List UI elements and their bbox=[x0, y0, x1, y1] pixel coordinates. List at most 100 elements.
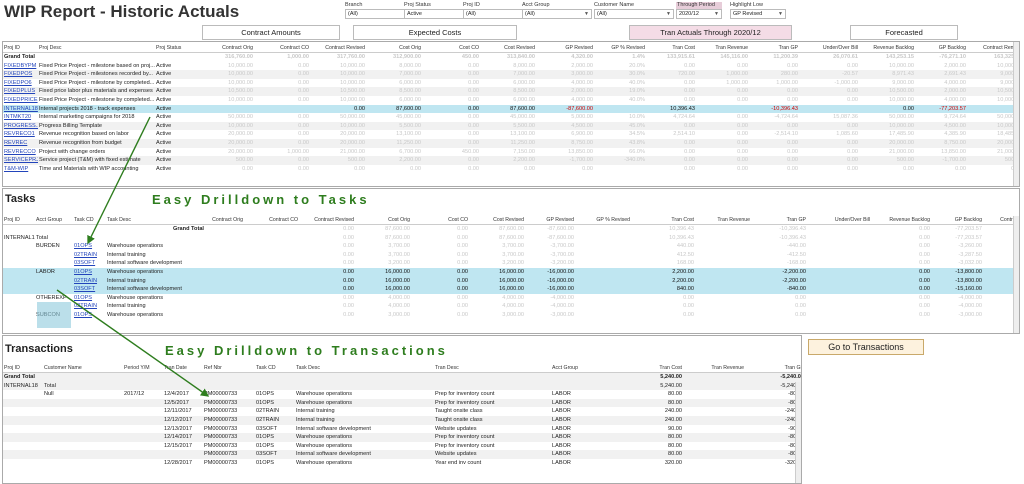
cell: 10,000.00 bbox=[228, 79, 253, 86]
proj-id-cell[interactable]: REVRECCO bbox=[4, 148, 36, 155]
cell: -16,000.00 bbox=[547, 277, 574, 284]
task-cd-cell[interactable]: 02TRAIN bbox=[74, 251, 98, 258]
cell: GP Revised bbox=[546, 217, 574, 223]
transactions-heading: Transactions bbox=[5, 343, 73, 355]
projects-panel: Proj ID Proj Desc Proj Status Contract Orig… bbox=[2, 41, 1020, 187]
project-row: REVREC Revenue recognition from budget Act… bbox=[3, 138, 1019, 148]
task-cd-cell[interactable]: 01OPS bbox=[74, 294, 93, 301]
cell: GP % Revised bbox=[596, 217, 630, 223]
cell: PM00000733 bbox=[204, 408, 238, 415]
cell: 0.00 bbox=[298, 62, 309, 69]
cell: 66.0% bbox=[629, 148, 645, 155]
cell: 8,500.00 bbox=[513, 88, 535, 95]
cell: 0.00 bbox=[737, 114, 748, 121]
cell: -10,396.43 bbox=[779, 234, 806, 241]
cell: 50,000.00 bbox=[340, 114, 365, 121]
proj-id-cell[interactable]: FIXEDPRICE bbox=[4, 96, 38, 103]
tasks-scrollbar[interactable] bbox=[1013, 216, 1019, 333]
cell: 0.00 bbox=[737, 88, 748, 95]
cell: Taught onsite class bbox=[435, 408, 483, 415]
cell: 0.00 bbox=[298, 139, 309, 146]
task-cd-cell[interactable]: 01OPS bbox=[74, 243, 93, 250]
tasks-header-row: Proj ID Acct Group Task CD Task Desc Contrac… bbox=[3, 216, 1019, 225]
cell: -90.00 bbox=[745, 425, 801, 434]
transactions-scrollbar[interactable] bbox=[795, 382, 801, 483]
transactions-header-row: Proj ID Customer Name Period Y/M Tran Date R… bbox=[3, 364, 801, 373]
cell: 0.00 bbox=[298, 79, 309, 86]
transaction-row: 12/5/2017 PM00000733 01OPS Warehouse operat… bbox=[3, 398, 801, 408]
cell: 10,000.00 bbox=[889, 122, 914, 129]
cell: 7,000.00 bbox=[399, 71, 421, 78]
cell: 7,000.00 bbox=[513, 71, 535, 78]
cell: 13,850.00 bbox=[941, 148, 966, 155]
cell: 20,000.00 bbox=[340, 131, 365, 138]
cell: Acct Group bbox=[552, 365, 578, 371]
projects-table: Proj ID Proj Desc Proj Status Contract Orig… bbox=[3, 44, 1019, 173]
cell: 21,000.00 bbox=[340, 148, 365, 155]
cell: 0.00 bbox=[787, 122, 798, 129]
cell: 20,000.00 bbox=[228, 148, 253, 155]
cell: 3,000.00 bbox=[571, 71, 593, 78]
proj-id-cell[interactable]: REVREC bbox=[4, 139, 28, 146]
cell: -77,203.57 bbox=[955, 226, 982, 232]
cell: 6,000.00 bbox=[513, 79, 535, 86]
cell: 0.00 bbox=[684, 139, 695, 146]
filter-dropdown[interactable]: (All)▼ bbox=[522, 9, 592, 19]
cell: Tran Revenue bbox=[715, 45, 748, 51]
cell: 2017/12 bbox=[124, 391, 145, 398]
cell: 145,116.00 bbox=[720, 54, 748, 60]
cell: -3,700.00 bbox=[550, 251, 574, 258]
cell: 40.0% bbox=[629, 79, 645, 86]
task-cd-cell[interactable]: 03SOFT bbox=[74, 260, 96, 267]
cell: Prep for inventory count bbox=[435, 391, 495, 398]
task-cd-cell[interactable]: 01OPS bbox=[74, 311, 93, 318]
cell: -13,800.00 bbox=[955, 268, 982, 275]
expected-costs-button[interactable]: Expected Costs bbox=[353, 25, 517, 40]
cell: -1,700.00 bbox=[942, 157, 966, 164]
cell: 0.00 bbox=[524, 165, 535, 172]
proj-id-cell[interactable]: FIXEDPLUS bbox=[4, 88, 36, 95]
tran-actuals-button[interactable]: Tran Actuals Through 2020/12 bbox=[629, 25, 792, 40]
go-to-transactions-button[interactable]: Go to Transactions bbox=[808, 339, 924, 355]
cell: Tran Cost bbox=[671, 217, 694, 223]
cell: 0.00 bbox=[343, 234, 354, 241]
labor-group-highlight bbox=[37, 302, 71, 328]
cell: Active bbox=[156, 62, 172, 69]
cell: Internal software development bbox=[107, 286, 182, 293]
proj-id-cell[interactable]: FIXEDPOS bbox=[4, 71, 33, 78]
cell: Ref Nbr bbox=[204, 365, 222, 371]
cell: Fixed price labor plus materials and exp… bbox=[39, 88, 153, 95]
task-cd-cell[interactable]: 03SOFT bbox=[74, 286, 96, 293]
cell: 0.00 bbox=[787, 96, 798, 103]
filter-dropdown[interactable]: (All)▼ bbox=[594, 9, 674, 19]
proj-id-cell[interactable]: INTMKT20 bbox=[4, 114, 32, 121]
cell: 0.00 bbox=[919, 226, 930, 232]
proj-id-cell[interactable]: FIXEDBYPM bbox=[4, 62, 37, 69]
contract-amounts-button[interactable]: Contract Amounts bbox=[202, 25, 340, 40]
cell: Revenue recognition from budget bbox=[39, 139, 122, 146]
cell: Null bbox=[44, 391, 54, 398]
cell: -320.00 bbox=[785, 459, 801, 466]
proj-id-cell[interactable]: INTERNAL18 bbox=[4, 105, 38, 112]
cell: Internal software development bbox=[296, 451, 371, 458]
cell: Proj ID bbox=[4, 365, 20, 371]
forecasted-button[interactable]: Forecasted bbox=[850, 25, 958, 40]
cell: 0.00 bbox=[737, 62, 748, 69]
task-cd-cell[interactable]: 01OPS bbox=[74, 268, 93, 275]
proj-id-cell[interactable]: T&M-WIP bbox=[4, 165, 29, 172]
proj-id-cell[interactable]: REVRECO1 bbox=[4, 131, 35, 138]
cell: 26,070.61 bbox=[833, 54, 858, 60]
cell: 0.00 bbox=[468, 165, 479, 172]
proj-id-cell[interactable]: SERVICEPRJ bbox=[4, 157, 38, 164]
proj-id-cell[interactable]: FIXEDPO6 bbox=[4, 79, 32, 86]
proj-id-cell[interactable]: PROGRESS... bbox=[4, 122, 38, 129]
filter-dropdown[interactable]: GP Revised ▼ bbox=[730, 9, 786, 19]
cell: 8,000.00 bbox=[399, 62, 421, 69]
task-cd-cell[interactable]: 02TRAIN bbox=[74, 277, 98, 284]
filter-label: Acct Group bbox=[522, 2, 550, 8]
cell: Tran Cost bbox=[659, 365, 682, 371]
projects-scrollbar[interactable] bbox=[1013, 42, 1019, 186]
filter-dropdown[interactable]: 2020/12 ▼ bbox=[676, 9, 722, 19]
cell: 87,600.00 bbox=[385, 234, 410, 241]
task-cd-cell[interactable]: 02TRAIN bbox=[74, 303, 98, 310]
